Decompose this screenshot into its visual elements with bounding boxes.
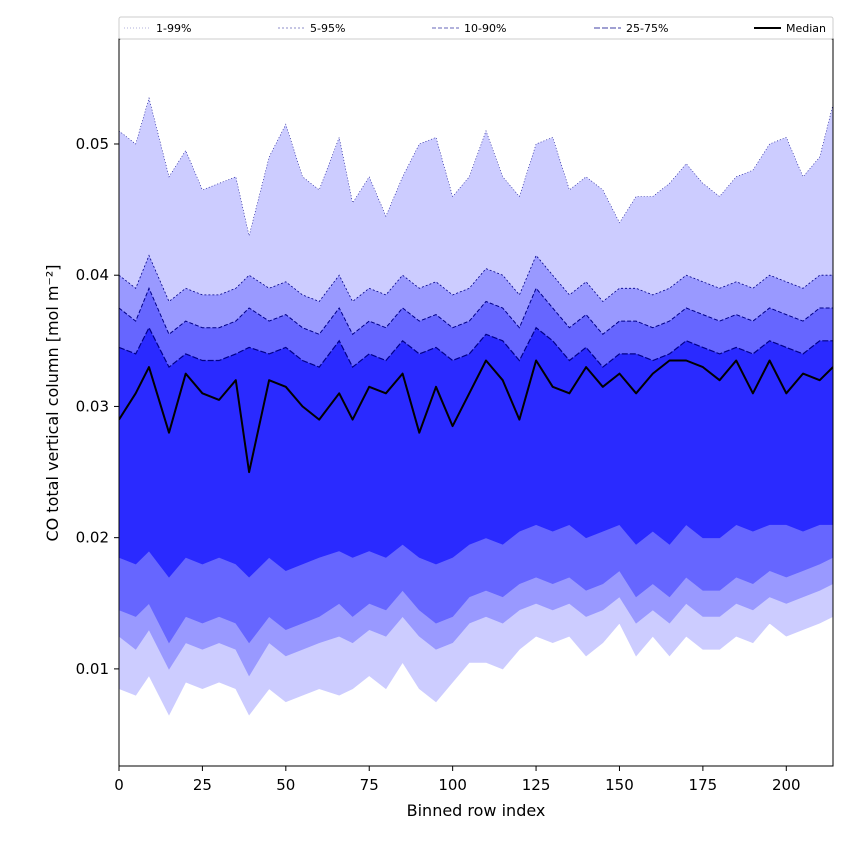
percentile-bands <box>119 96 833 716</box>
band-25-75 <box>119 327 833 577</box>
band-10-90-lower-edge <box>119 556 833 644</box>
band-10-90-upper-edge <box>119 287 833 336</box>
x-tick-label-150: 150 <box>605 776 634 794</box>
y-tick-label-0: 0.01 <box>76 660 109 678</box>
band-5-95-lower-edge <box>119 583 833 677</box>
x-tick-label-175: 175 <box>689 776 718 794</box>
y-tick-label-1: 0.02 <box>76 529 109 547</box>
y-tick-label-4: 0.05 <box>76 135 109 153</box>
legend-label-10-90: 10-90% <box>464 22 506 35</box>
x-tick-label-100: 100 <box>438 776 467 794</box>
y-tick-label-3: 0.04 <box>76 266 109 284</box>
x-tick-label-0: 0 <box>114 776 124 794</box>
band-1-99-upper-edge <box>119 96 833 236</box>
band-1-99-lower-edge <box>119 616 833 716</box>
x-tick-label-125: 125 <box>522 776 551 794</box>
x-tick-label-75: 75 <box>360 776 379 794</box>
band-25-75-upper-edge <box>119 326 833 369</box>
x-axis-label: Binned row index <box>407 801 546 820</box>
band-5-95-upper-edge <box>119 254 833 303</box>
legend-label-1-99: 1-99% <box>156 22 191 35</box>
x-tick-label-50: 50 <box>276 776 295 794</box>
legend-label-median: Median <box>786 22 826 35</box>
legend-box <box>118 16 834 40</box>
legend-items: 1-99% 5-95% 10-90% 25-75% Median <box>124 22 826 35</box>
x-tick-label-25: 25 <box>193 776 212 794</box>
x-tick-label-200: 200 <box>772 776 801 794</box>
legend-label-25-75: 25-75% <box>626 22 668 35</box>
median-line <box>119 359 833 474</box>
y-axis-label: CO total vertical column [mol m⁻²] <box>43 264 62 541</box>
band-25-75-lower-edge <box>119 523 833 578</box>
y-axis: 0.01 0.02 0.03 0.04 0.05 <box>76 135 119 678</box>
x-axis: 0 25 50 75 100 125 150 175 200 <box>114 766 801 794</box>
legend-label-5-95: 5-95% <box>310 22 345 35</box>
y-tick-label-2: 0.03 <box>76 397 109 415</box>
legend: 1-99% 5-95% 10-90% 25-75% Median <box>118 16 834 40</box>
median-layer <box>119 359 833 474</box>
